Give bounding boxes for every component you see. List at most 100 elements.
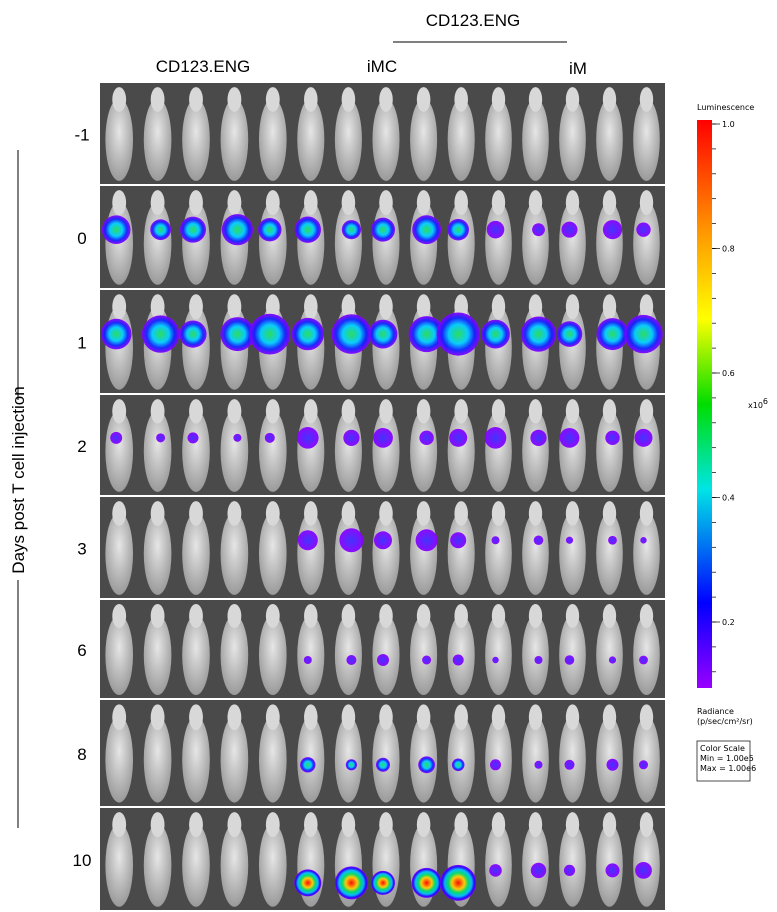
mouse-head	[112, 399, 127, 424]
mouse	[559, 716, 586, 803]
mouse-head	[639, 294, 654, 320]
mouse	[334, 716, 362, 803]
signal	[249, 313, 291, 355]
mouse-head	[189, 704, 203, 731]
mouse	[596, 512, 623, 595]
colorbar	[697, 120, 712, 688]
row-label: 2	[77, 437, 86, 456]
mouse-head	[379, 190, 393, 216]
signal	[640, 537, 647, 544]
signal	[634, 428, 653, 447]
signal	[556, 321, 583, 347]
signal	[418, 756, 435, 774]
mouse	[596, 615, 623, 695]
signal	[374, 531, 392, 550]
mouse-head	[491, 704, 506, 731]
mouse-head	[602, 294, 617, 320]
mouse-head	[528, 87, 543, 112]
mouse	[447, 512, 475, 595]
row-label: 6	[77, 641, 86, 660]
mouse-head	[416, 87, 431, 112]
mouse-head	[304, 501, 318, 526]
signal	[258, 217, 282, 242]
mouse-head	[416, 604, 431, 628]
mouse-head	[341, 704, 356, 731]
signal	[436, 312, 480, 356]
mouse	[522, 615, 549, 695]
mouse-head	[416, 190, 431, 216]
mouse	[143, 512, 172, 595]
signal	[563, 864, 576, 877]
mouse-head	[602, 399, 617, 424]
signal	[150, 219, 172, 241]
mouse-head	[528, 294, 543, 320]
mouse-head	[379, 399, 393, 424]
signal	[412, 215, 441, 245]
signal	[415, 529, 438, 552]
multiplier: x106	[748, 397, 768, 410]
signal	[373, 427, 393, 448]
mouse-head	[189, 399, 203, 424]
mouse-head	[265, 399, 280, 424]
mouse-head	[189, 190, 203, 216]
mouse	[485, 98, 512, 181]
column-label: iMC	[367, 57, 397, 76]
mouse-head	[112, 190, 127, 216]
mouse-head	[227, 399, 242, 424]
mouse-head	[379, 87, 393, 112]
signal	[491, 536, 500, 545]
mouse	[410, 410, 438, 492]
mouse-head	[304, 87, 318, 112]
signal	[303, 656, 312, 664]
signal	[297, 427, 319, 449]
mouse-head	[602, 604, 617, 628]
signal	[533, 535, 544, 546]
image-grid	[100, 83, 665, 910]
signal	[179, 320, 207, 348]
mouse	[258, 512, 287, 595]
signal	[339, 528, 364, 553]
signal	[440, 864, 477, 901]
mouse-head	[454, 190, 468, 216]
mouse	[143, 410, 172, 492]
mouse-head	[491, 501, 506, 526]
signal	[602, 220, 623, 240]
mouse-head	[454, 501, 468, 526]
mouse-head	[265, 294, 280, 320]
signal	[639, 760, 648, 770]
mouse	[559, 823, 586, 907]
signal	[530, 429, 547, 446]
mouse-head	[304, 399, 318, 424]
mouse	[220, 410, 249, 492]
mouse	[220, 512, 249, 595]
signal	[294, 216, 321, 243]
mouse	[633, 201, 660, 285]
mouse	[410, 98, 438, 181]
axis-title: Days post T cell injection	[9, 386, 28, 573]
signal	[376, 757, 390, 772]
mouse-head	[528, 604, 543, 628]
mouse-head	[341, 190, 356, 216]
group-title: CD123.ENG	[426, 11, 520, 30]
signal	[565, 536, 574, 544]
signal	[419, 430, 434, 446]
mouse-head	[112, 812, 127, 838]
unit: (p/sec/cm²/sr)	[697, 717, 753, 726]
mouse-head	[602, 501, 617, 526]
signal	[377, 654, 389, 666]
mouse-head	[150, 294, 165, 320]
mouse-head	[227, 501, 242, 526]
signal	[532, 223, 545, 237]
mouse-head	[565, 604, 580, 628]
mouse	[485, 512, 512, 595]
mouse-head	[528, 704, 543, 731]
mouse-head	[379, 704, 393, 731]
mouse	[297, 98, 325, 181]
mouse-head	[639, 604, 654, 628]
mouse-head	[602, 190, 617, 216]
mouse	[182, 512, 210, 595]
signal	[291, 317, 324, 351]
mouse	[182, 410, 210, 492]
signal	[451, 758, 465, 772]
mouse-head	[565, 294, 580, 320]
